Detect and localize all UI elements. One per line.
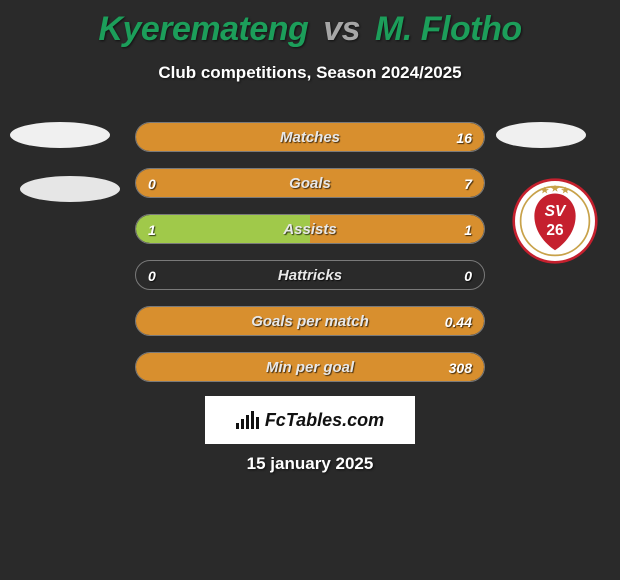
stat-row: Min per goal308: [135, 352, 485, 382]
stat-value-right: 1: [464, 215, 472, 244]
subtitle: Club competitions, Season 2024/2025: [0, 63, 620, 83]
brand-text: FcTables.com: [265, 410, 384, 431]
stats-container: Matches160Goals71Assists10Hattricks0Goal…: [135, 122, 485, 398]
stat-row: Matches16: [135, 122, 485, 152]
player1-name: Kyeremateng: [98, 10, 308, 48]
date-text: 15 january 2025: [0, 454, 620, 474]
crest-number: 26: [546, 222, 564, 239]
stat-label: Hattricks: [136, 261, 484, 290]
stat-label: Goals per match: [136, 307, 484, 336]
club-crest: SV 26: [512, 178, 598, 264]
stat-label: Assists: [136, 215, 484, 244]
stat-value-right: 308: [449, 353, 472, 382]
stat-label: Min per goal: [136, 353, 484, 382]
player2-name: M. Flotho: [375, 10, 522, 48]
stat-value-right: 7: [464, 169, 472, 198]
stat-row: Goals per match0.44: [135, 306, 485, 336]
crest-sv-text: SV: [545, 203, 567, 220]
vs-text: vs: [323, 10, 360, 48]
stat-value-right: 0.44: [445, 307, 472, 336]
stat-row: 0Goals7: [135, 168, 485, 198]
stat-label: Matches: [136, 123, 484, 152]
stat-value-right: 16: [456, 123, 472, 152]
right-badge-ellipse: [496, 122, 586, 148]
stat-label: Goals: [136, 169, 484, 198]
left-badge-ellipse-1: [10, 122, 110, 148]
comparison-title: Kyeremateng vs M. Flotho: [0, 0, 620, 49]
stat-row: 0Hattricks0: [135, 260, 485, 290]
brand-box: FcTables.com: [205, 396, 415, 444]
stat-value-right: 0: [464, 261, 472, 290]
brand-bars-icon: [236, 411, 259, 429]
stat-row: 1Assists1: [135, 214, 485, 244]
left-badge-ellipse-2: [20, 176, 120, 202]
